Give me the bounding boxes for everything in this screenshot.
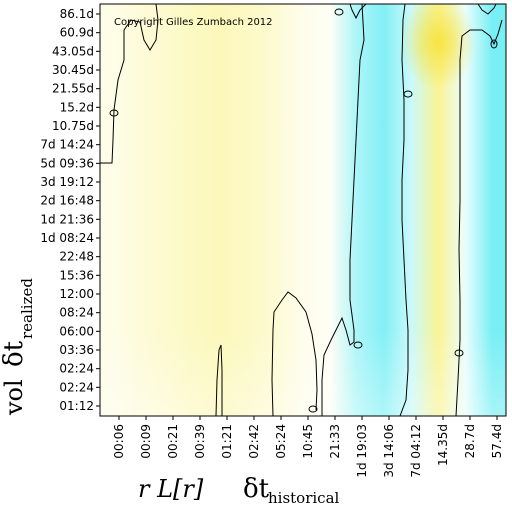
y-tick-label: 15:36 bbox=[59, 268, 94, 282]
x-tick-label: 00:09 bbox=[139, 424, 153, 459]
y-axis: 86.1d 60.9d 43.05d 30.45d 21.55d 15.2d 10.75d 7… bbox=[40, 7, 100, 413]
contour-line bbox=[399, 4, 409, 416]
x-tick-label: 1d 19:03 bbox=[355, 424, 369, 478]
contour-line bbox=[100, 4, 159, 164]
contour-line bbox=[271, 291, 318, 416]
x-axis-title-subscript: historical bbox=[268, 489, 340, 507]
x-tick-label: 57.4d bbox=[490, 424, 504, 458]
y-tick-label: 7d 14:24 bbox=[40, 138, 94, 152]
contour-island bbox=[454, 349, 464, 357]
y-tick-label: 1d 08:24 bbox=[40, 231, 94, 245]
x-tick-label: 7d 04:12 bbox=[409, 424, 423, 478]
contour-line bbox=[321, 4, 365, 416]
contour-island bbox=[334, 8, 344, 16]
x-axis-title-prefix: r L[r] bbox=[138, 475, 204, 503]
x-tick-label: 3d 14:06 bbox=[382, 424, 396, 478]
hotspot-upper-yellow bbox=[400, 4, 476, 90]
contour-line bbox=[349, 4, 367, 20]
y-tick-label: 22:48 bbox=[59, 250, 94, 264]
x-tick-label: 10:45 bbox=[301, 424, 315, 459]
y-axis-title-symbol: δt bbox=[0, 340, 29, 367]
x-tick-label: 00:21 bbox=[166, 424, 180, 459]
plot-frame bbox=[99, 3, 507, 417]
contour-lines bbox=[100, 4, 503, 416]
contour-island bbox=[353, 341, 363, 349]
y-tick-label: 5d 09:36 bbox=[40, 156, 94, 170]
contour-line bbox=[215, 344, 223, 416]
y-tick-label: 1d 21:36 bbox=[40, 212, 94, 226]
y-tick-label: 03:36 bbox=[59, 343, 94, 357]
y-tick-label: 3d 19:12 bbox=[40, 175, 94, 189]
x-tick-label: 02:42 bbox=[247, 424, 261, 459]
y-tick-label: 86.1d bbox=[60, 7, 94, 21]
x-tick-label: 21:33 bbox=[328, 424, 342, 459]
y-tick-label: 43.05d bbox=[52, 44, 94, 58]
copyright-text: Copyright Gilles Zumbach 2012 bbox=[114, 17, 273, 28]
y-tick-label: 60.9d bbox=[60, 26, 94, 40]
y-axis-title-prefix: vol bbox=[0, 379, 28, 416]
y-tick-label: 02:24 bbox=[59, 380, 94, 394]
y-tick-label: 02:24 bbox=[59, 362, 94, 376]
y-axis-title-subscript: realized bbox=[18, 278, 36, 339]
contour-island bbox=[490, 39, 498, 49]
plot-bottom-fade bbox=[100, 330, 506, 416]
contour-island bbox=[403, 90, 413, 98]
y-tick-label: 2d 16:48 bbox=[40, 194, 94, 208]
x-axis-title-symbol: δt bbox=[243, 474, 270, 504]
contour-line bbox=[477, 4, 497, 15]
x-tick-label: 00:06 bbox=[112, 424, 126, 459]
y-tick-label: 01:12 bbox=[59, 399, 94, 413]
y-tick-label: 15.2d bbox=[60, 100, 94, 114]
y-tick-label: 12:00 bbox=[59, 287, 94, 301]
contour-islands bbox=[109, 8, 498, 413]
plot-area: Copyright Gilles Zumbach 2012 bbox=[100, 4, 506, 416]
contour-island bbox=[109, 109, 119, 117]
x-tick-label: 00:39 bbox=[193, 424, 207, 459]
x-tick-label: 01:21 bbox=[220, 424, 234, 459]
y-tick-label: 06:00 bbox=[59, 324, 94, 338]
y-axis-title: vol δt realized bbox=[0, 278, 36, 416]
y-tick-label: 21.55d bbox=[52, 82, 94, 96]
contour-line bbox=[455, 19, 503, 416]
x-tick-label: 14.35d bbox=[436, 424, 450, 466]
y-tick-label: 30.45d bbox=[52, 63, 94, 77]
x-tick-label: 05:24 bbox=[274, 424, 288, 459]
y-tick-label: 10.75d bbox=[52, 119, 94, 133]
x-axis-title: r L[r] δt historical bbox=[138, 474, 340, 507]
x-tick-label: 28.7d bbox=[463, 424, 477, 458]
y-tick-label: 08:24 bbox=[59, 306, 94, 320]
x-axis: 00:06 00:09 00:21 00:39 01:21 02:42 05:24 10:45… bbox=[112, 416, 504, 478]
contour-island bbox=[308, 405, 318, 413]
